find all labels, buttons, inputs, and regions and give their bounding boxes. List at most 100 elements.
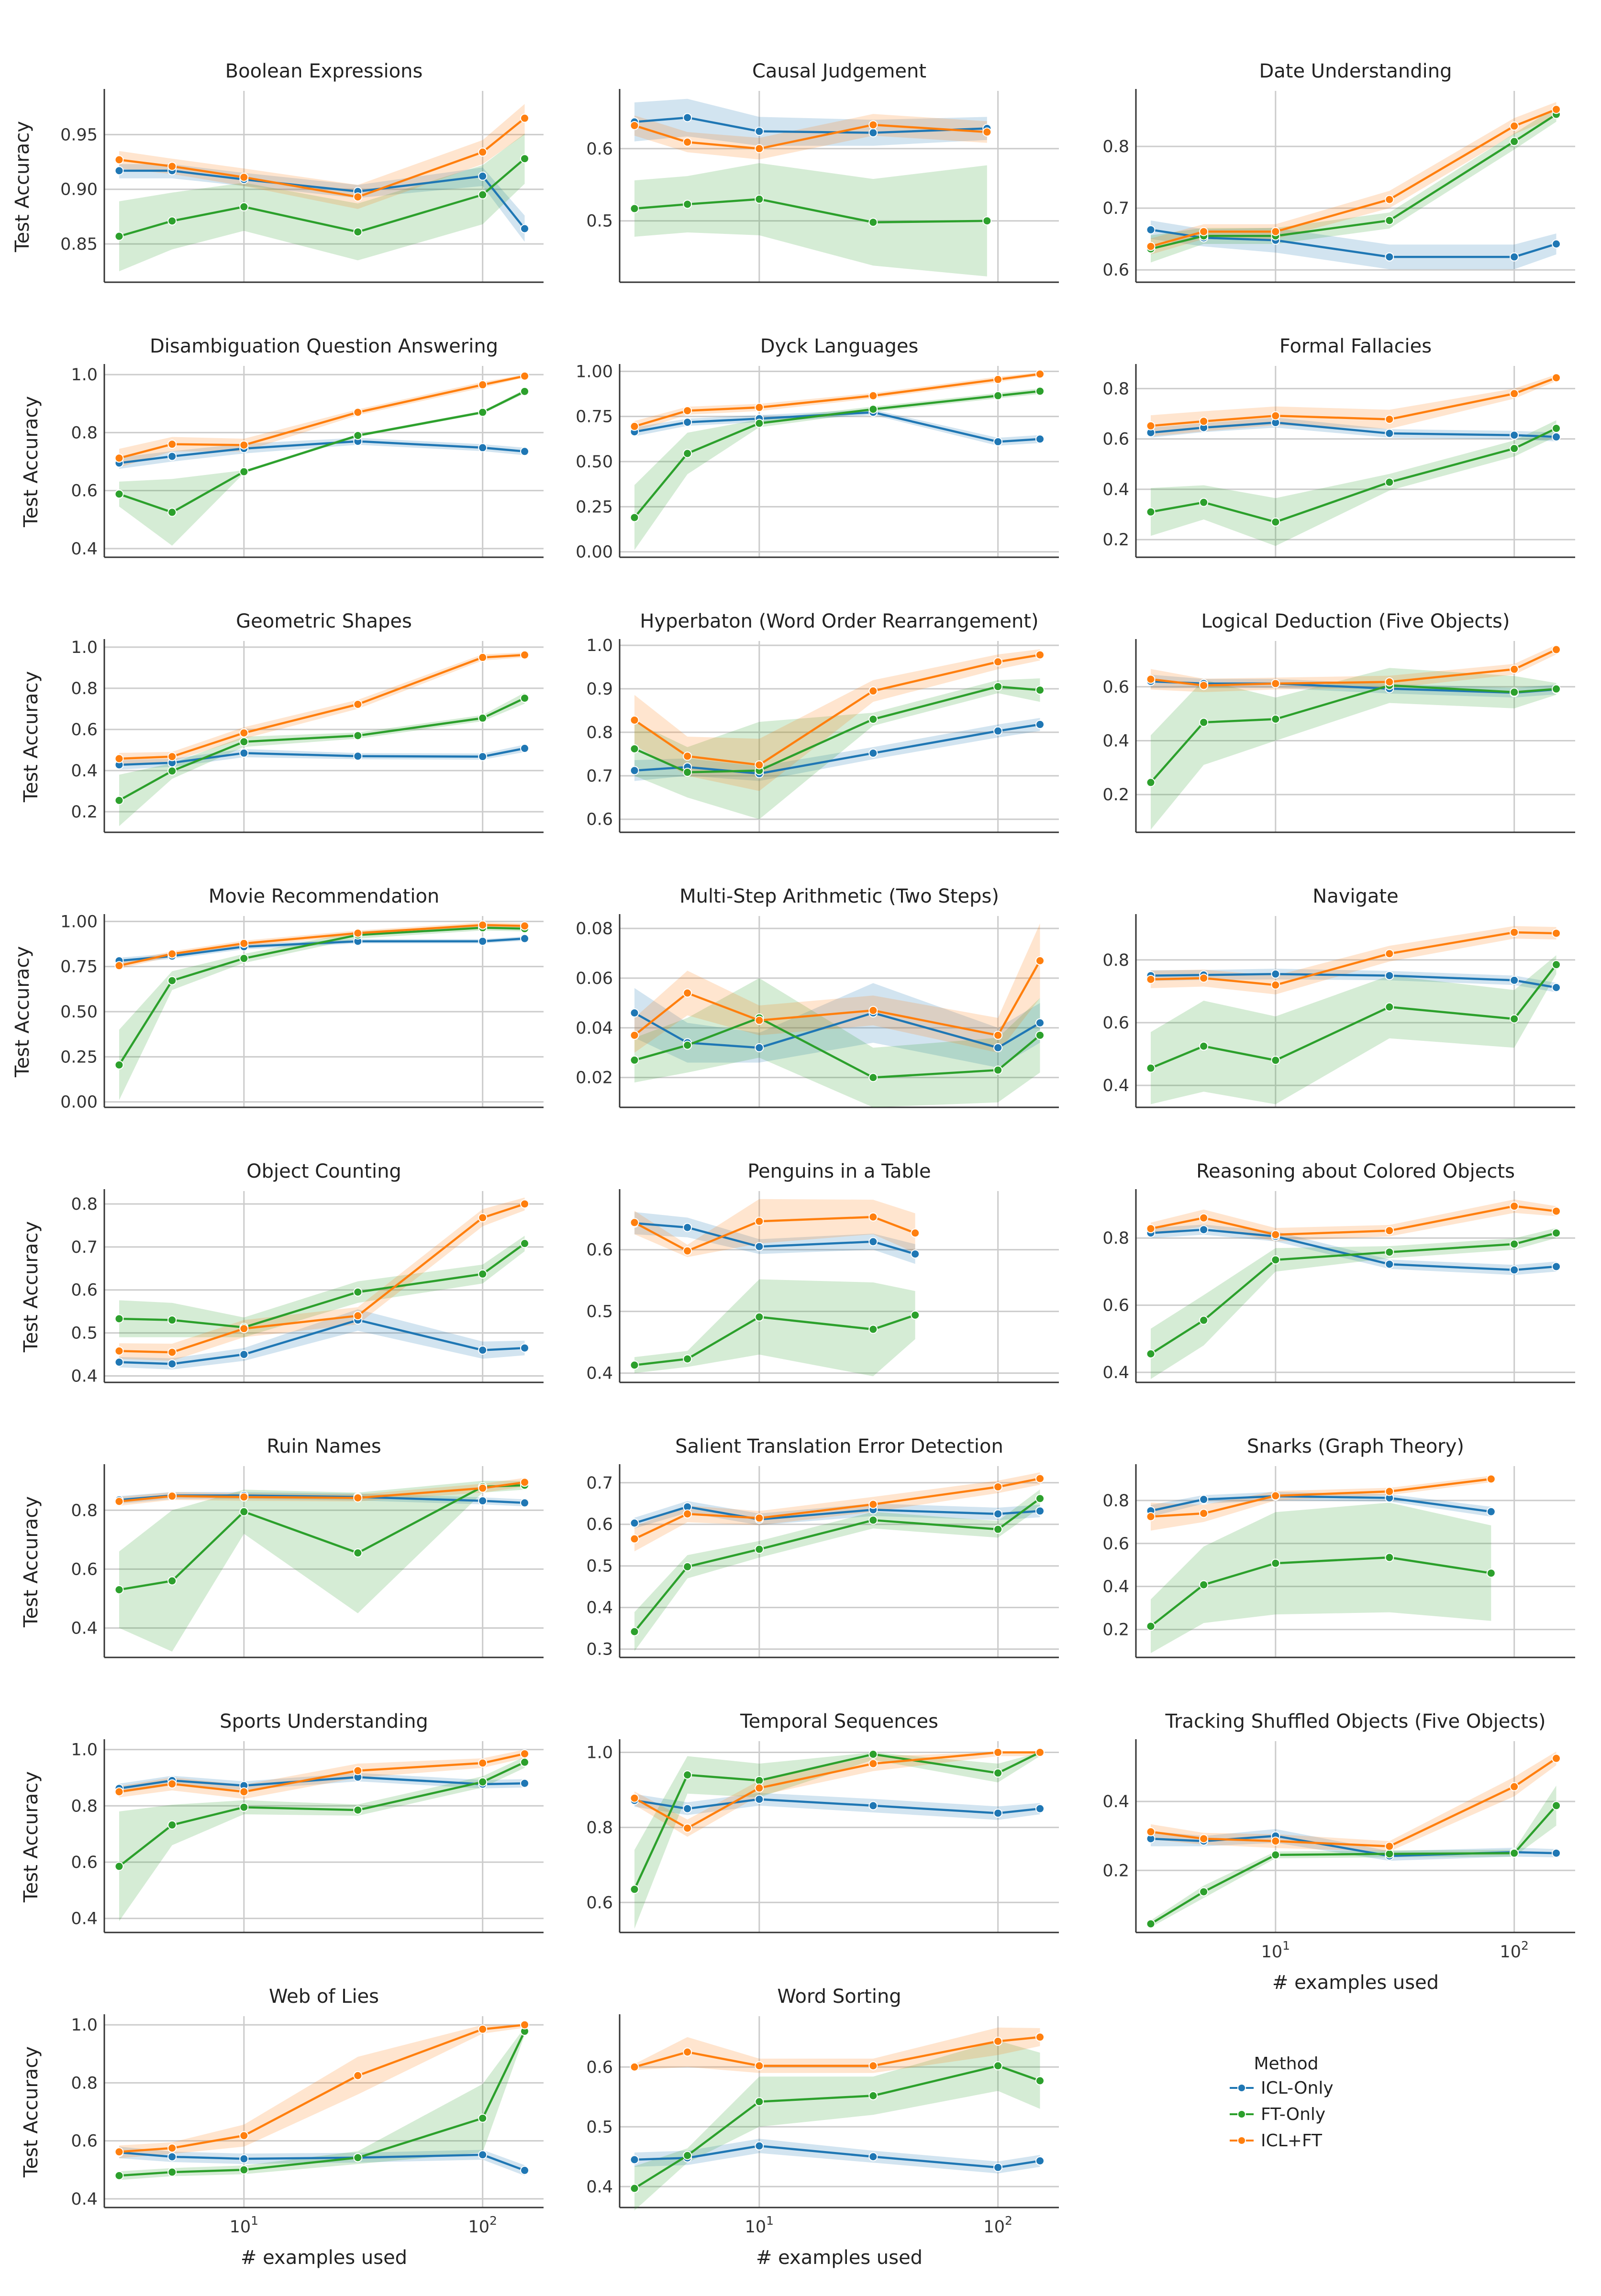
data-point-ft-only [114,1314,124,1324]
y-tick-label: 0.3 [586,1640,613,1659]
data-point-icl-only [993,1043,1003,1052]
data-point-ft-only [167,1820,177,1830]
data-point-ft-only [755,1545,764,1554]
data-point-icl-ft [114,155,124,165]
chart-title: Ruin Names [267,1435,381,1457]
data-point-icl-ft [683,1509,692,1519]
chart-panel-tracking-shuffled-objects-five-objects: 0.2 0.4 101 102 # examples used Tracking Shuf… [1102,1711,1575,1994]
data-point-icl-only [630,2155,639,2164]
y-tick-label: 0.2 [71,803,98,822]
data-point-ft-only [1146,1919,1156,1929]
data-point-ft-only [755,1312,764,1322]
data-point-icl-ft [1510,121,1519,131]
y-tick-label: 0.6 [586,140,613,159]
legend-item-icl-only: ICL-Only [1230,2078,1334,2098]
data-point-ft-only [114,1862,124,1871]
data-point-icl-ft [167,949,177,959]
data-point-ft-only [1035,1494,1045,1503]
series-line-icl-ft [634,960,1041,1037]
series-line-icl-ft [1150,376,1557,427]
data-point-icl-ft [630,715,639,725]
legend-label-icl-ft: ICL+FT [1261,2131,1323,2151]
data-point-icl-ft [114,754,124,763]
data-point-ft-only [478,2113,488,2123]
data-point-icl-only [683,1223,692,1232]
y-tick-label: 0.00 [60,1093,98,1112]
data-point-icl-only [1035,1018,1045,1027]
ci-band-ft-only [119,389,525,546]
data-point-icl-only [868,749,878,758]
data-point-ft-only [868,405,878,414]
data-point-icl-ft [1146,421,1156,430]
data-point-icl-only [1035,2156,1045,2165]
data-point-ft-only [683,2151,692,2160]
data-point-ft-only [993,682,1003,691]
data-point-icl-ft [868,120,878,130]
data-point-ft-only [239,202,249,211]
data-point-icl-only [1035,1804,1045,1813]
y-tick-label: 0.6 [71,1853,98,1872]
y-tick-label: 0.4 [1102,1363,1129,1382]
data-point-icl-ft [114,453,124,463]
data-point-icl-only [868,2152,878,2162]
data-point-ft-only [114,2171,124,2180]
series-line-ft-only [119,2031,526,2177]
ci-band-icl-only [634,1501,1040,1529]
data-point-icl-only [167,2152,177,2162]
data-point-ft-only [353,1548,363,1558]
y-tick-label: 0.06 [576,969,613,988]
series-line-icl-ft [119,117,525,199]
data-point-icl-ft [755,760,764,770]
data-point-icl-only [1552,239,1561,249]
chart-panel-object-counting: 0.4 0.5 0.6 0.7 0.8 Test Accuracy Object Count… [20,1160,544,1386]
data-point-icl-ft [1199,1509,1209,1518]
data-point-icl-ft [993,1748,1003,1757]
chart-panel-dyck-languages: 0.00 0.25 0.50 0.75 1.00 Dyck Languages [576,335,1059,562]
data-point-ft-only [239,1507,249,1516]
chart-panel-sports-understanding: 0.4 0.6 0.8 1.0 Test Accuracy Sports Understa… [20,1711,544,1933]
data-point-icl-ft [1271,1491,1280,1501]
data-point-icl-only [683,1804,692,1813]
data-point-ft-only [1271,714,1280,724]
chart-panel-snarks-graph-theory: 0.2 0.4 0.6 0.8 Snarks (Graph Theory) [1102,1435,1575,1658]
data-point-icl-ft [1199,973,1209,983]
y-tick-label: 1.0 [71,2016,98,2035]
ci-band-ft-only [634,678,1040,819]
data-point-ft-only [520,1757,530,1767]
data-point-icl-ft [353,928,363,938]
data-point-icl-ft [114,961,124,971]
data-point-icl-ft [755,403,764,412]
data-point-icl-only [1552,1848,1561,1858]
ci-band-icl-ft [1151,374,1557,437]
data-point-ft-only [114,795,124,805]
chart-title: Formal Fallacies [1279,335,1432,357]
series-line-ft-only [118,697,525,802]
y-tick-label: 0.90 [60,180,98,199]
data-point-icl-ft [353,1766,363,1776]
data-point-ft-only [1385,1002,1394,1012]
data-point-icl-ft [1199,417,1209,426]
chart-title: Hyperbaton (Word Order Rearrangement) [640,610,1038,632]
data-point-icl-only [868,1237,878,1247]
data-point-icl-only [630,1518,639,1528]
data-point-icl-only [755,1795,764,1804]
data-point-icl-ft [1146,1224,1156,1234]
y-tick-label: 0.7 [586,1474,613,1493]
data-point-ft-only [630,744,639,753]
y-tick-label: 0.4 [586,2177,613,2197]
data-point-icl-only [520,1778,530,1788]
data-point-icl-ft [1385,1842,1394,1851]
data-point-ft-only [520,386,530,396]
series-line-ft-only [634,2064,1041,2189]
y-tick-label: 0.6 [586,810,613,829]
y-tick-label: 0.2 [1102,785,1129,805]
data-point-icl-only [630,1008,639,1018]
data-point-icl-ft [167,2143,177,2153]
data-point-ft-only [982,216,992,226]
data-point-icl-ft [1510,664,1519,674]
chart-title: Movie Recommendation [209,885,440,907]
data-point-ft-only [1552,684,1561,694]
y-axis-label: Test Accuracy [20,1221,42,1353]
data-point-icl-ft [630,2062,639,2072]
data-point-icl-ft [1035,1474,1045,1483]
